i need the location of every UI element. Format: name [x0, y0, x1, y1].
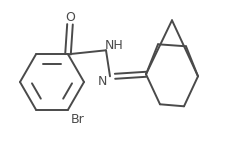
Text: O: O	[65, 11, 75, 24]
Text: Br: Br	[71, 113, 85, 126]
Text: N: N	[97, 75, 107, 88]
Text: NH: NH	[105, 39, 123, 52]
